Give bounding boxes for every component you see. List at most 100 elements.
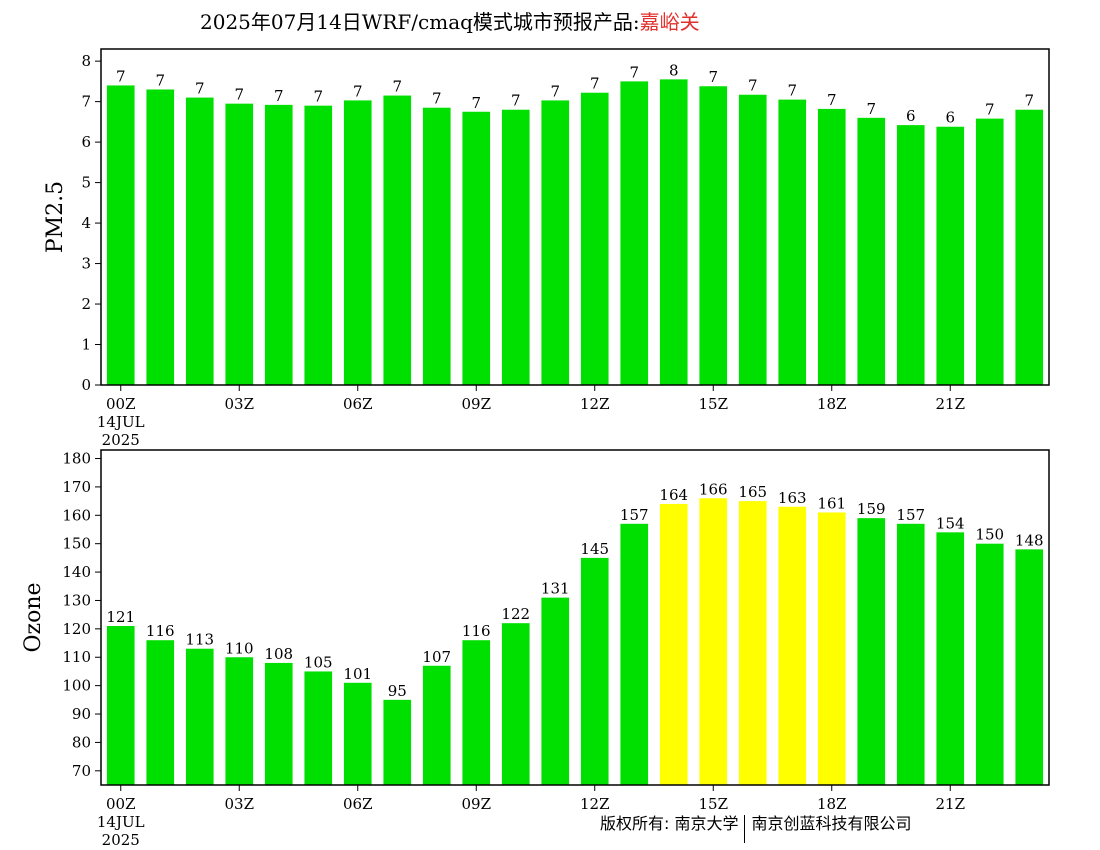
ozone-bar [778,506,807,785]
ozone-bar-value-label: 108 [264,645,293,663]
pm25-bar-value-label: 7 [195,80,205,98]
pm25-bar-value-label: 7 [590,75,600,93]
pm25-bar-value-label: 7 [550,82,560,100]
pm25-bar [146,89,175,385]
ozone-bar [462,640,491,785]
ozone-bar [106,626,135,785]
ozone-bar [896,523,925,785]
pm25-bar [580,92,609,385]
ozone-y-tick-label: 90 [72,705,91,723]
ozone-date-label: 2025 [102,831,140,849]
pm25-bar [541,100,570,385]
ozone-x-tick-label: 21Z [935,795,965,813]
ozone-bar-value-label: 148 [1015,531,1044,549]
ozone-bar [857,518,886,785]
ozone-bar-value-label: 107 [422,648,451,666]
ozone-bar-value-label: 145 [580,540,609,558]
pm25-x-tick-label: 12Z [580,395,610,413]
ozone-y-axis-title: Ozone [21,582,46,652]
pm25-bar-value-label: 7 [985,101,995,119]
ozone-bar [225,657,254,785]
pm25-bar [817,108,846,385]
ozone-bar [817,512,846,785]
copyright-left: 版权所有: 南京大学 [600,814,739,833]
pm25-bar [778,99,807,385]
ozone-bar [343,682,372,785]
pm25-bar [896,125,925,386]
ozone-y-tick-label: 140 [62,563,91,581]
ozone-bar [501,623,530,785]
pm25-bar-value-label: 6 [945,109,955,127]
title-text: 2025年07月14日WRF/cmaq模式城市预报产品:嘉峪关 [200,6,700,35]
pm25-date-label: 2025 [102,431,140,449]
pm25-bar [857,117,886,385]
ozone-bar-value-label: 116 [462,622,491,640]
pm25-bar-value-label: 7 [748,77,758,95]
pm25-bar [106,85,135,386]
pm25-y-tick-label: 8 [81,52,91,70]
pm25-bar [501,109,530,385]
pm25-y-tick-label: 0 [81,376,91,394]
pm25-x-tick-label: 18Z [817,395,847,413]
ozone-x-tick-label: 00Z [106,795,136,813]
pm25-bar [264,104,293,386]
ozone-x-tick-label: 15Z [698,795,728,813]
ozone-bar-value-label: 166 [699,480,728,498]
pm25-bar [304,105,333,386]
ozone-bar-value-label: 113 [185,631,214,649]
pm25-x-tick-label: 03Z [224,395,254,413]
pm25-bar-value-label: 7 [866,100,876,118]
ozone-bar [264,662,293,785]
ozone-x-tick-label: 09Z [461,795,491,813]
ozone-y-tick-label: 100 [62,677,91,695]
ozone-bar [699,498,728,785]
pm25-bar [620,81,649,385]
ozone-bar-value-label: 105 [304,653,333,671]
pm25-bar [1015,109,1044,385]
ozone-y-tick-label: 170 [62,478,91,496]
pm25-y-tick-label: 1 [81,336,91,354]
pm25-bar-value-label: 7 [1024,92,1034,110]
ozone-x-tick-label: 06Z [343,795,373,813]
pm25-bar [185,97,214,385]
pm25-bar-value-label: 7 [708,68,718,86]
pm25-bar [738,94,767,386]
ozone-bar [659,503,688,785]
ozone-y-tick-label: 80 [72,733,91,751]
copyright-footer: 版权所有: 南京大学 南京创蓝科技有限公司 [600,810,912,843]
pm25-bar [225,103,254,386]
ozone-bar [975,543,1004,785]
pm25-bar [422,107,451,385]
pm25-y-tick-label: 3 [81,255,91,273]
pm25-y-axis-title: PM2.5 [43,181,68,253]
ozone-bar-value-label: 116 [146,622,175,640]
ozone-bar [580,557,609,785]
ozone-bar-value-label: 131 [541,580,570,598]
pm25-bar-value-label: 7 [116,67,126,85]
ozone-bar-value-label: 121 [106,608,135,626]
ozone-x-tick-label: 03Z [224,795,254,813]
footer-divider [744,814,746,843]
pm25-bar-value-label: 6 [906,107,916,125]
ozone-bar-value-label: 122 [501,605,530,623]
pm25-date-label: 14JUL [97,413,145,431]
pm25-plot-frame [100,48,1050,386]
pm25-bar-value-label: 7 [155,71,165,89]
pm25-bar [383,95,412,386]
pm25-bar-value-label: 7 [392,78,402,96]
pm25-bar [975,118,1004,385]
ozone-bar-value-label: 101 [343,665,372,683]
pm25-bar-value-label: 7 [274,87,284,105]
ozone-bar [185,648,214,785]
pm25-bar [699,86,728,386]
ozone-bar-value-label: 110 [225,639,254,657]
pm25-bar [936,126,965,385]
pm25-bar-value-label: 7 [353,82,363,100]
ozone-x-tick-label: 12Z [580,795,610,813]
ozone-bar-value-label: 161 [817,494,846,512]
pm25-x-tick-label: 06Z [343,395,373,413]
ozone-plot-frame [100,449,1050,786]
ozone-y-tick-label: 110 [62,648,91,666]
ozone-y-tick-label: 130 [62,591,91,609]
